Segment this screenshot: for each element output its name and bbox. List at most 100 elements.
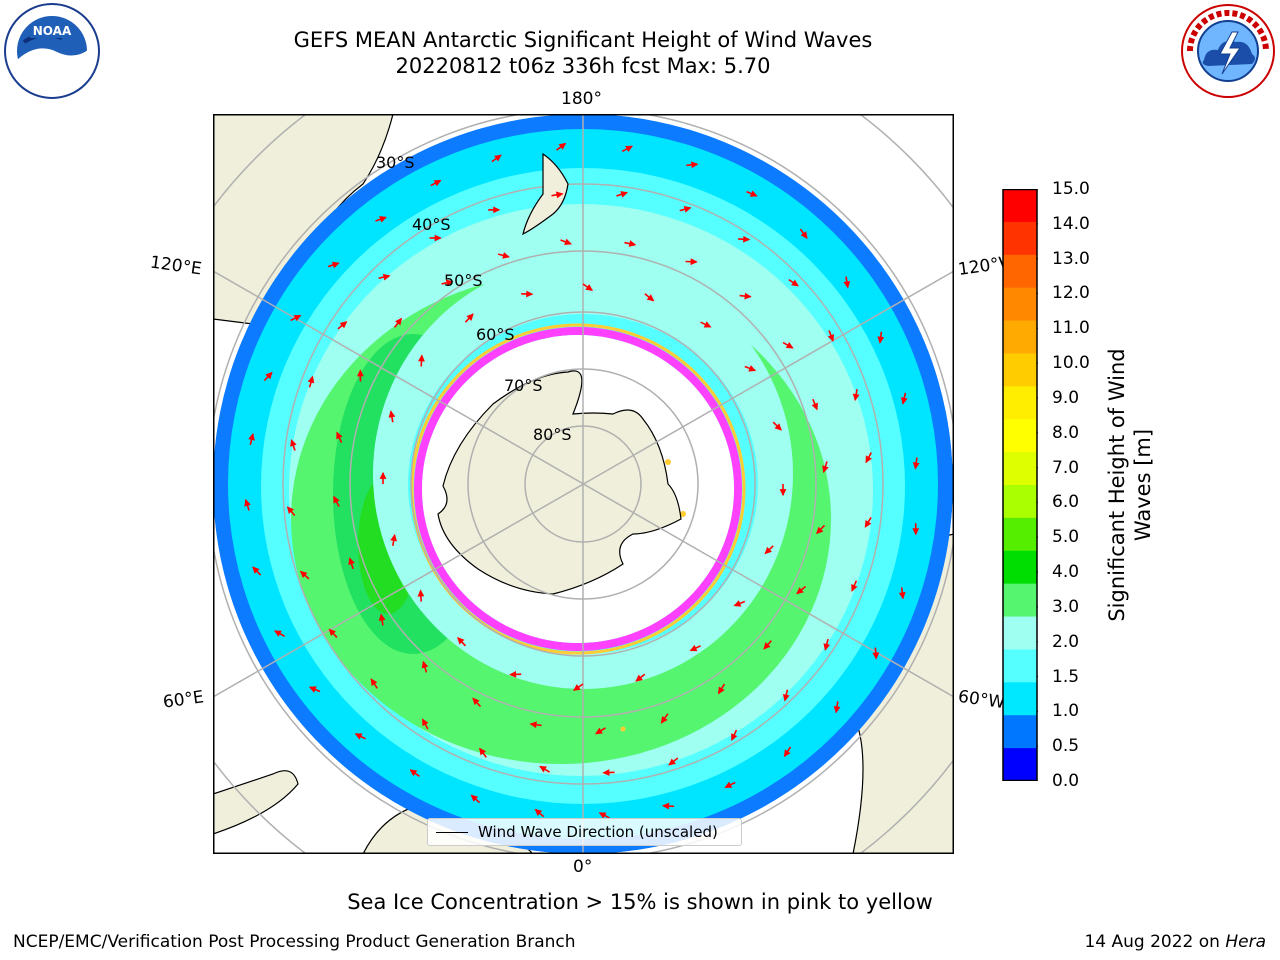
wave-arrow-head — [635, 674, 643, 682]
wave-arrow-head — [354, 733, 363, 740]
wave-arrow-head — [689, 644, 698, 652]
colorbar-segment — [1003, 189, 1037, 223]
wave-arrow-head — [585, 284, 594, 291]
colorbar-tick-label: 6.0 — [1052, 492, 1080, 513]
wave-arrow-head — [379, 216, 387, 223]
wave-arrow-head — [308, 686, 317, 693]
wave-arrow-head — [273, 630, 282, 637]
wave-arrow-head — [774, 423, 782, 431]
colorbar-tick-label: 11.0 — [1052, 318, 1090, 339]
wave-arrow-head — [731, 733, 738, 742]
graticule — [213, 114, 954, 854]
wave-arrow-head — [598, 812, 607, 819]
colorbar-segment — [1003, 715, 1037, 749]
noaa-logo: NOAA — [4, 3, 100, 99]
colorbar-tick-label: 4.0 — [1052, 562, 1080, 583]
wave-arrow-head — [595, 727, 603, 735]
wave-arrow-head — [307, 375, 315, 384]
lat-label-70s: 70°S — [504, 376, 543, 395]
wave-arrow-head — [898, 592, 906, 600]
wave-arrow-head — [331, 261, 340, 269]
wave-arrow-head — [293, 314, 302, 322]
wave-arrow-head — [822, 465, 829, 474]
svg-text:NOAA: NOAA — [33, 24, 72, 38]
wave-arrow-head — [290, 438, 297, 447]
wave-arrow-head — [620, 191, 629, 198]
wave-arrow-head — [379, 471, 387, 479]
colorbar-segment — [1003, 386, 1037, 420]
wave-arrow-head — [852, 393, 860, 402]
wave-arrow-head — [348, 557, 355, 566]
wave-arrow-head — [900, 397, 908, 405]
wave-arrow-head — [733, 600, 742, 607]
wave-arrow-head — [800, 231, 808, 239]
colorbar-segment — [1003, 649, 1037, 683]
colorbar-tick-label: 9.0 — [1052, 387, 1080, 408]
wave-arrow-head — [749, 190, 758, 197]
lat-label-50s: 50°S — [444, 271, 483, 290]
colorbar-segment — [1003, 221, 1037, 256]
colorbar-tick-label: 12.0 — [1052, 283, 1090, 304]
wave-arrow-head — [833, 705, 841, 714]
colorbar-segment — [1003, 287, 1037, 322]
wave-arrow-head — [912, 462, 920, 470]
wave-arrow-head — [299, 570, 308, 578]
wave-arrow-head — [472, 697, 480, 706]
wave-arrow-head — [418, 354, 425, 362]
wave-arrow-head — [502, 252, 510, 259]
colorbar-segment — [1003, 353, 1037, 387]
machine-name: Hera — [1225, 932, 1266, 952]
wave-arrow-head — [660, 716, 668, 724]
colorbar-tick-label: 8.0 — [1052, 422, 1080, 443]
wave-arrow-head — [744, 292, 752, 300]
colorbar-segment — [1003, 583, 1037, 618]
wave-arrow-head — [827, 334, 835, 342]
lon-label-120e: 120°E — [148, 252, 203, 280]
wave-arrow-head — [661, 802, 670, 810]
colorbar-tick-label: 7.0 — [1052, 457, 1080, 478]
wave-arrow-head — [328, 628, 336, 637]
colorbar-segment — [1003, 748, 1037, 781]
wave-arrow-head — [764, 546, 772, 555]
colorbar-tick-label: 0.0 — [1052, 771, 1080, 791]
wave-arrow-head — [466, 313, 474, 321]
wave-arrow-head — [683, 206, 692, 213]
colorbar-segment — [1003, 452, 1037, 486]
wave-arrow-head — [457, 636, 465, 645]
wave-arrow-head — [691, 161, 699, 169]
wave-arrow-head — [690, 258, 698, 266]
wave-arrow-head — [877, 336, 885, 344]
wave-arrow-head — [782, 693, 790, 702]
wave-arrow-head — [421, 660, 429, 669]
wave-arrow-head — [479, 747, 487, 756]
colorbar-segment — [1003, 485, 1037, 519]
colorbar-tick-label: 0.5 — [1052, 736, 1080, 757]
nws-logo — [1181, 4, 1275, 98]
wave-arrow-head — [564, 238, 572, 246]
chart-title: GEFS MEAN Antarctic Significant Height o… — [293, 28, 873, 52]
wave-arrow-head — [718, 686, 725, 695]
lon-label-60w: 60°W — [956, 686, 1007, 714]
colorbar-label: Significant Height of Wind Waves [m] — [1105, 348, 1155, 622]
wave-arrow-head — [743, 235, 751, 243]
wave-arrow-head — [534, 808, 543, 816]
wave-arrow-head — [382, 273, 391, 281]
antarctica — [437, 370, 682, 595]
wave-arrow-head — [625, 145, 634, 153]
colorbar-segment — [1003, 517, 1037, 552]
wave-arrow-head — [703, 321, 712, 328]
polar-map — [213, 114, 954, 854]
lat-label-60s: 60°S — [476, 325, 515, 344]
wave-arrow-head — [872, 652, 880, 660]
colorbar-tick-label: 15.0 — [1052, 179, 1090, 199]
colorbar-tick-label: 10.0 — [1052, 353, 1090, 374]
colorbar-segment — [1003, 682, 1037, 716]
wave-arrow-head — [378, 613, 386, 621]
colorbar-tick-label: 1.0 — [1052, 701, 1080, 722]
wave-arrow-head — [390, 533, 398, 542]
colorbar-segment — [1003, 550, 1037, 585]
map-legend: Wind Wave Direction (unscaled) — [427, 818, 742, 846]
lon-label-180: 180° — [561, 89, 602, 109]
new-zealand — [522, 152, 569, 236]
wave-arrow-head — [433, 179, 442, 187]
